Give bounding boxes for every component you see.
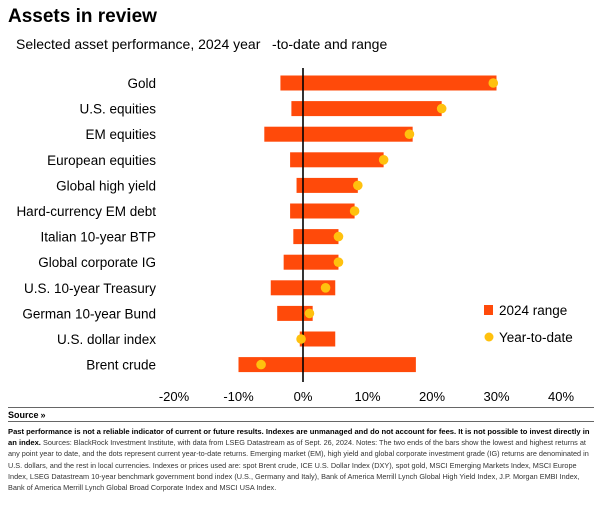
legend-label-range: 2024 range [499,303,567,318]
chart-canvas: Gold U.S. equities EM equities European equ… [16,68,574,404]
range-bar [264,126,413,142]
category-label: Hard-currency EM debt [16,204,156,219]
footnote: Past performance is not a reliable indic… [8,426,594,493]
category-label: Global corporate IG [38,255,156,270]
range-bar [280,75,497,91]
range-bar [277,305,313,321]
category-label: Gold [127,76,156,91]
range-bar [296,177,358,193]
ytd-dot [333,231,344,242]
range-bar [290,203,355,219]
ytd-dot [333,257,344,268]
range-bar [290,152,384,168]
category-label: European equities [47,153,156,168]
chart-subtitle: Selected asset performance, 2024 year -t… [16,36,388,52]
notes-text: Sources: BlackRock Investment Institute,… [8,438,589,493]
range-bar [299,331,336,347]
category-label: U.S. 10-year Treasury [24,281,156,296]
legend-swatch-ytd [484,332,494,342]
category-label: U.S. equities [79,102,156,117]
category-label: U.S. dollar index [57,332,156,347]
ytd-dot [378,155,389,165]
range-bar [293,229,339,245]
chart-title: Assets in review [8,6,157,27]
ytd-dot [436,103,447,114]
range-bar [238,357,416,373]
ytd-dot [304,308,315,319]
legend-label-ytd: Year-to-date [499,330,573,345]
x-tick-label: 40% [548,389,574,404]
ytd-dot [353,180,363,191]
ytd-dot [296,334,306,344]
divider-bottom [8,421,594,422]
x-tick-label: -10% [223,389,254,404]
category-label: German 10-year Bund [22,306,156,321]
legend-swatch-range [484,305,493,315]
x-tick-label: 30% [483,389,509,404]
x-tick-label: -20% [159,389,190,404]
category-label: EM equities [85,127,156,142]
source-toggle[interactable]: Source» [8,410,46,420]
ytd-dot [256,359,266,370]
disclaimer-text: Past performance is not a reliable indic… [8,427,590,448]
x-tick-label: 10% [354,389,380,404]
x-tick-label: 0% [294,389,313,404]
ytd-dot [320,283,331,293]
category-label: Italian 10-year BTP [40,230,156,245]
range-bar [283,254,339,270]
ytd-dot [488,78,499,88]
category-label: Brent crude [86,358,156,373]
divider-top [8,407,594,408]
x-tick-label: 20% [419,389,445,404]
source-label: Source [8,410,39,420]
ytd-dot [349,206,360,216]
range-bar [291,101,442,117]
category-label: Global high yield [56,178,156,193]
ytd-dot [404,129,415,139]
chevron-down-icon: » [40,410,46,420]
